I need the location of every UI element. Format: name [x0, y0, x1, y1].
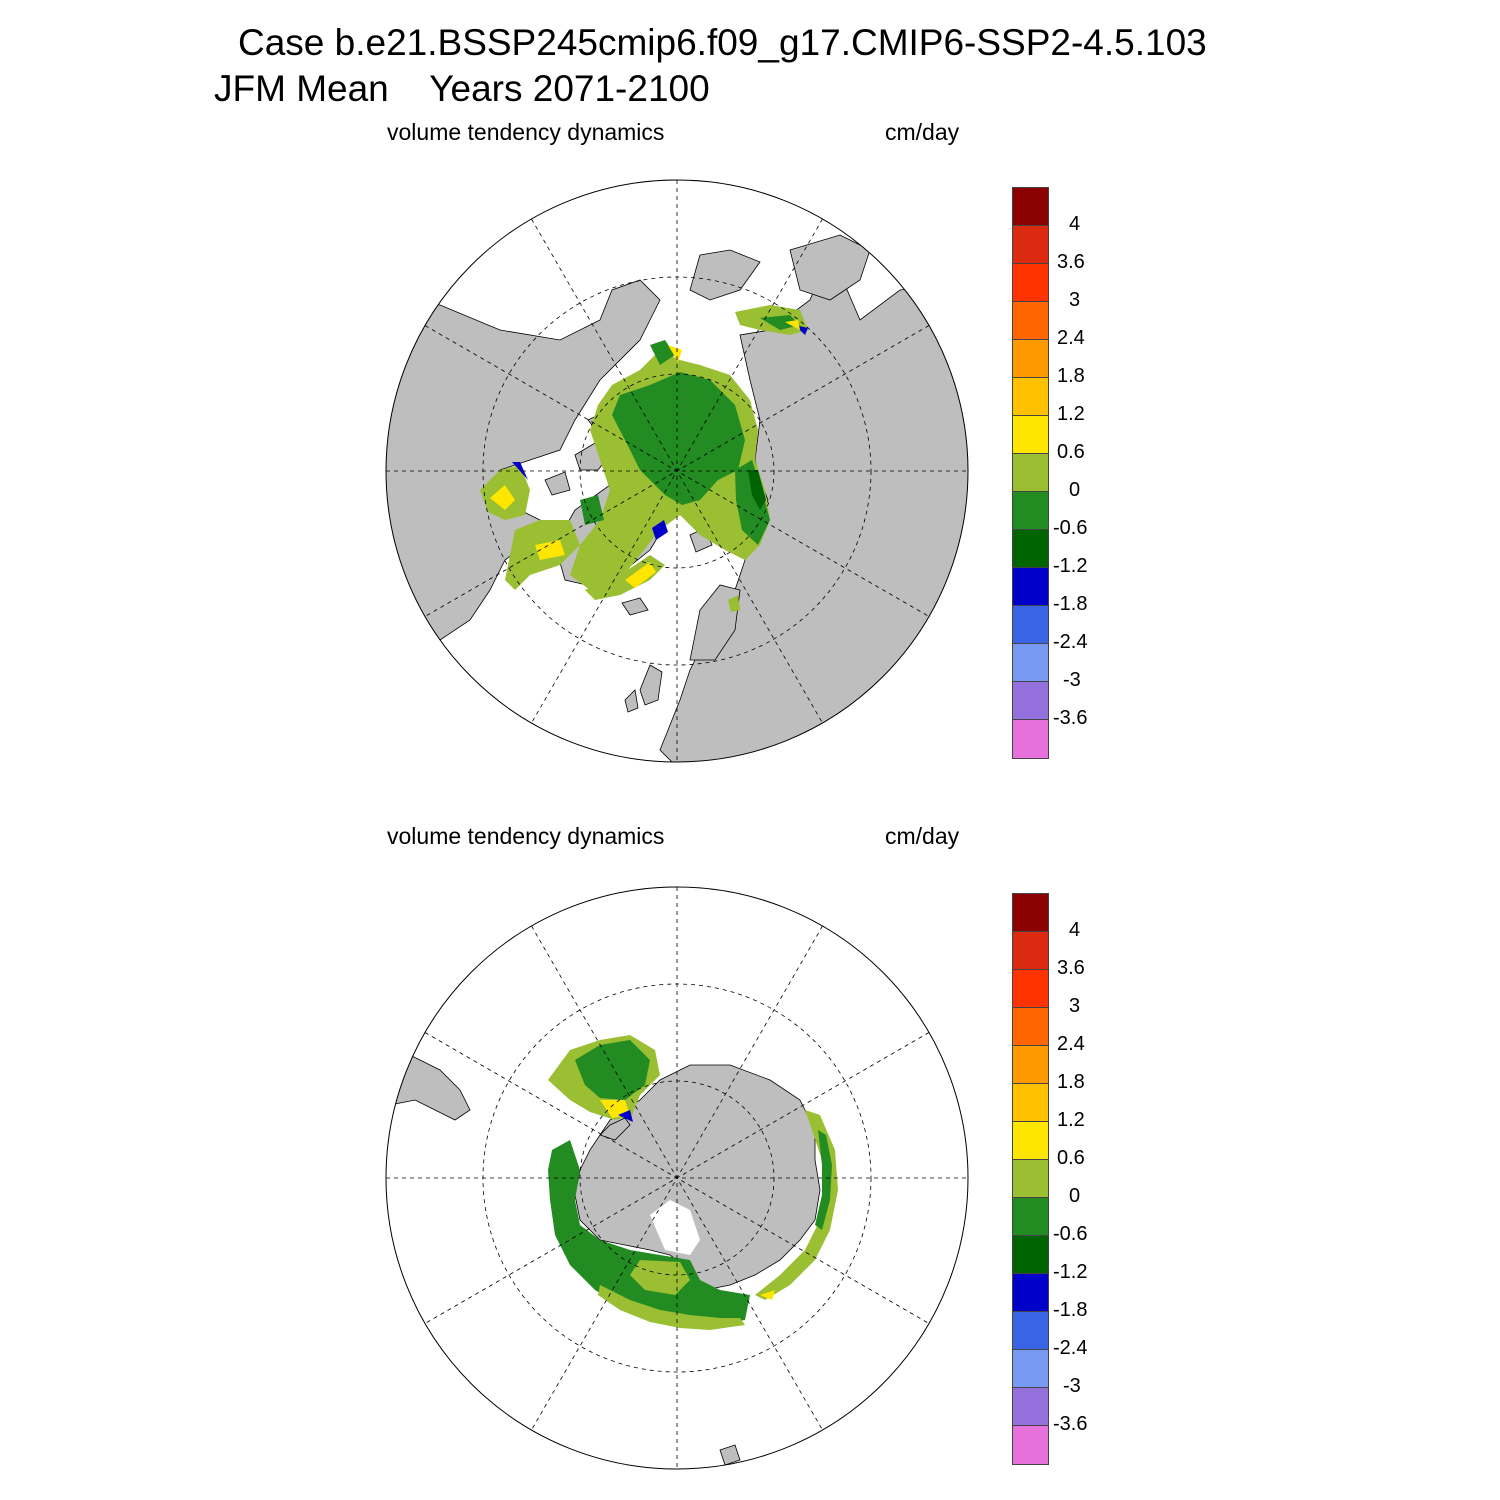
north-colorbar-tick-label: 0.6 [1057, 441, 1085, 463]
north-colorbar-tick-label: -3 [1063, 669, 1081, 691]
north-colorbar-tick-label: -3.6 [1053, 707, 1088, 729]
south-colorbar-box [1012, 1083, 1049, 1122]
south-map-border [385, 886, 969, 1470]
south-colorbar-box [1012, 1387, 1049, 1426]
north-colorbar-tick-label: 1.8 [1057, 365, 1085, 387]
north-colorbar-tick-label: -2.4 [1053, 631, 1088, 653]
south-colorbar-tick-label: -1.2 [1053, 1261, 1088, 1283]
south-colorbar-box [1012, 931, 1049, 970]
south-panel-variable-label: volume tendency dynamics [387, 823, 665, 849]
north-colorbar-box [1012, 681, 1049, 720]
south-colorbar-tick-label: 2.4 [1057, 1033, 1085, 1055]
north-colorbar-box [1012, 605, 1049, 644]
south-colorbar [1012, 893, 1049, 1465]
north-colorbar-box [1012, 339, 1049, 378]
north-map-graticule [386, 180, 968, 762]
north-colorbar-box [1012, 491, 1049, 530]
north-colorbar-box [1012, 187, 1049, 226]
south-colorbar-tick-label: -0.6 [1053, 1223, 1088, 1245]
north-panel-units-label: cm/day [885, 119, 960, 145]
south-polar-map [385, 886, 969, 1470]
south-colorbar-tick-label: 1.8 [1057, 1071, 1085, 1093]
south-colorbar-box [1012, 969, 1049, 1008]
north-colorbar-box [1012, 415, 1049, 454]
south-colorbar-tick-label: 3.6 [1057, 957, 1085, 979]
south-colorbar-tick-label: -2.4 [1053, 1337, 1088, 1359]
north-colorbar-box [1012, 453, 1049, 492]
north-colorbar-box [1012, 643, 1049, 682]
north-colorbar-box [1012, 225, 1049, 264]
north-colorbar-tick-label: 3.6 [1057, 251, 1085, 273]
figure-title-line-1: Case b.e21.BSSP245cmip6.f09_g17.CMIP6-SS… [238, 22, 1207, 63]
south-sea-ice [548, 1035, 838, 1330]
south-colorbar-box [1012, 893, 1049, 932]
north-colorbar-tick-label: -1.8 [1053, 593, 1088, 615]
north-colorbar-tick-label: 0 [1069, 479, 1081, 501]
south-colorbar-box [1012, 1045, 1049, 1084]
south-colorbar-box [1012, 1235, 1049, 1274]
north-colorbar-tick-label: 3 [1069, 289, 1081, 311]
south-colorbar-tick-label: -3 [1063, 1375, 1081, 1397]
north-panel-variable-label: volume tendency dynamics [387, 119, 665, 145]
south-colorbar-tick-label: 1.2 [1057, 1109, 1085, 1131]
north-colorbar [1012, 187, 1049, 759]
south-colorbar-tick-label: -3.6 [1053, 1413, 1088, 1435]
north-colorbar-box [1012, 377, 1049, 416]
south-colorbar-tick-label: 4 [1069, 919, 1081, 941]
south-map-land [386, 1054, 821, 1466]
north-colorbar-tick-label: 4 [1069, 213, 1081, 235]
north-colorbar-box [1012, 263, 1049, 302]
south-colorbar-box [1012, 1425, 1049, 1465]
north-colorbar-box [1012, 529, 1049, 568]
south-colorbar-box [1012, 1121, 1049, 1160]
north-polar-map [385, 179, 969, 763]
south-map-graticule [386, 887, 968, 1469]
figure-title-line-2: JFM Mean Years 2071-2100 [214, 68, 710, 109]
south-colorbar-tick-label: -1.8 [1053, 1299, 1088, 1321]
south-colorbar-box [1012, 1159, 1049, 1198]
north-colorbar-box [1012, 567, 1049, 606]
south-colorbar-box [1012, 1349, 1049, 1388]
south-colorbar-box [1012, 1311, 1049, 1350]
south-panel-units-label: cm/day [885, 823, 960, 849]
south-colorbar-box [1012, 1007, 1049, 1046]
north-colorbar-tick-label: 1.2 [1057, 403, 1085, 425]
south-colorbar-tick-label: 3 [1069, 995, 1081, 1017]
north-colorbar-tick-label: -1.2 [1053, 555, 1088, 577]
north-map-border [385, 179, 969, 763]
south-colorbar-tick-label: 0.6 [1057, 1147, 1085, 1169]
south-colorbar-box [1012, 1197, 1049, 1236]
north-colorbar-box [1012, 719, 1049, 759]
south-colorbar-tick-label: 0 [1069, 1185, 1081, 1207]
south-colorbar-box [1012, 1273, 1049, 1312]
north-sea-ice [480, 305, 808, 612]
north-colorbar-tick-label: 2.4 [1057, 327, 1085, 349]
north-colorbar-box [1012, 301, 1049, 340]
north-colorbar-tick-label: -0.6 [1053, 517, 1088, 539]
